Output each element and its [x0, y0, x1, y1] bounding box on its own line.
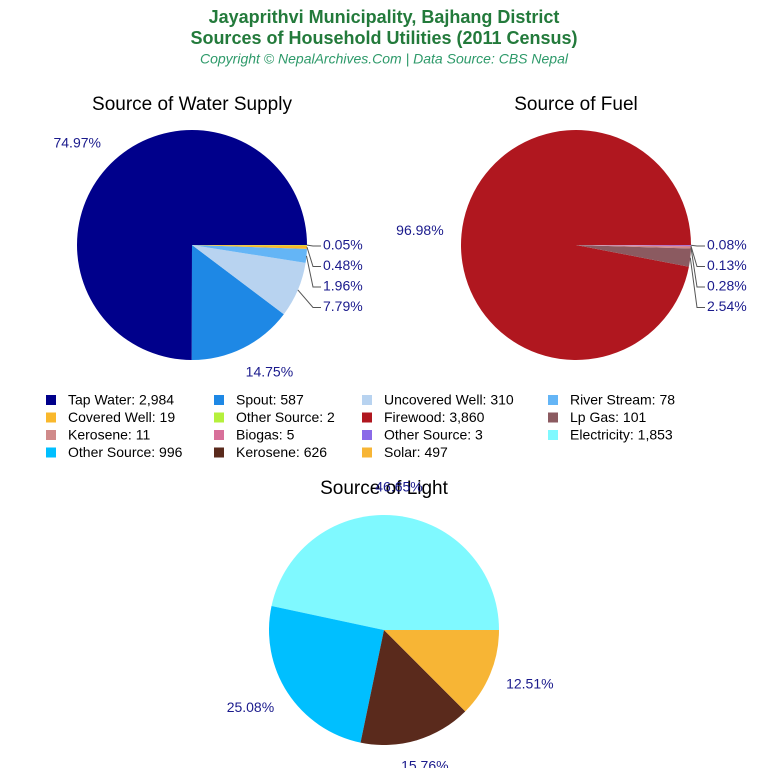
pie-slice [384, 630, 499, 712]
pie-slice [360, 630, 466, 745]
pie-slice [269, 605, 384, 743]
pie-slice [576, 245, 691, 249]
legend-swatch [214, 412, 224, 423]
pie-slice [576, 245, 691, 247]
legend-label: Kerosene: 11 [68, 427, 150, 443]
pie-slice [576, 245, 691, 246]
pie-label: 14.75% [246, 364, 293, 380]
legend-label: Electricity: 1,853 [570, 427, 673, 443]
leader-line [690, 244, 705, 247]
legend-swatch [46, 430, 56, 440]
pie-slice [271, 514, 499, 630]
leader-line [306, 244, 321, 247]
legend-label: Solar: 497 [384, 444, 448, 460]
legend-swatch [362, 395, 372, 405]
legend-swatch [214, 395, 224, 405]
leader-line [306, 246, 321, 267]
pie-slice [576, 245, 691, 267]
legend-swatch [362, 447, 372, 458]
pie-slice [192, 245, 307, 249]
pie-slice [76, 130, 307, 360]
pie-label: 0.48% [323, 257, 363, 273]
legend-label: Biogas: 5 [236, 427, 295, 443]
pie-label: 12.51% [506, 675, 553, 691]
legend-label: Other Source: 996 [68, 444, 183, 460]
leader-line [297, 289, 321, 308]
legend-label: Lp Gas: 101 [570, 409, 646, 425]
legend-swatch [548, 395, 558, 405]
legend-label: Kerosene: 626 [236, 444, 327, 460]
pie-slice [192, 245, 307, 263]
pie-slice [461, 129, 691, 360]
pie-slice [191, 245, 284, 360]
legend-swatch [362, 412, 372, 423]
leader-line [689, 257, 705, 308]
pie-label: 0.28% [707, 278, 747, 294]
pie-slice [192, 245, 306, 315]
pie-label: 15.76% [401, 758, 448, 768]
pie-label: 0.05% [323, 237, 363, 253]
legend-label: Covered Well: 19 [68, 409, 175, 425]
pie-label: 25.08% [227, 699, 274, 715]
legend-swatch [548, 412, 558, 423]
chart-title: Sources of Household Utilities (2011 Cen… [190, 28, 577, 48]
legend-swatch [214, 447, 224, 458]
legend-label: Spout: 587 [236, 392, 304, 408]
pie-title: Source of Light [320, 478, 449, 499]
legend-swatch [548, 430, 558, 440]
pie-title: Source of Water Supply [92, 94, 292, 115]
legend-swatch [46, 395, 56, 405]
pie-label: 96.98% [396, 222, 443, 238]
leader-line [305, 255, 321, 288]
legend-label: River Stream: 78 [570, 392, 675, 408]
pie-label: 46.65% [375, 478, 422, 494]
legend-swatch [46, 412, 56, 423]
legend-swatch [214, 430, 224, 440]
pie-label: 0.08% [707, 237, 747, 253]
leader-line [690, 245, 705, 267]
legend-label: Other Source: 2 [236, 409, 335, 425]
legend-label: Other Source: 3 [384, 427, 483, 443]
pie-label: 7.79% [323, 298, 363, 314]
pie-label: 74.97% [53, 134, 100, 150]
legend-label: Tap Water: 2,984 [68, 392, 174, 408]
pie-label: 1.96% [323, 278, 363, 294]
chart-title: Jayaprithvi Municipality, Bajhang Distri… [209, 7, 560, 27]
leader-line [690, 247, 705, 288]
subtitle: Copyright © NepalArchives.Com | Data Sou… [200, 51, 569, 67]
pie-label: 2.54% [707, 298, 747, 314]
legend-label: Firewood: 3,860 [384, 409, 485, 425]
legend-swatch [362, 430, 372, 440]
legend-label: Uncovered Well: 310 [384, 392, 514, 408]
legend-swatch [46, 447, 56, 458]
pie-label: 0.13% [707, 257, 747, 273]
pie-title: Source of Fuel [514, 94, 638, 115]
